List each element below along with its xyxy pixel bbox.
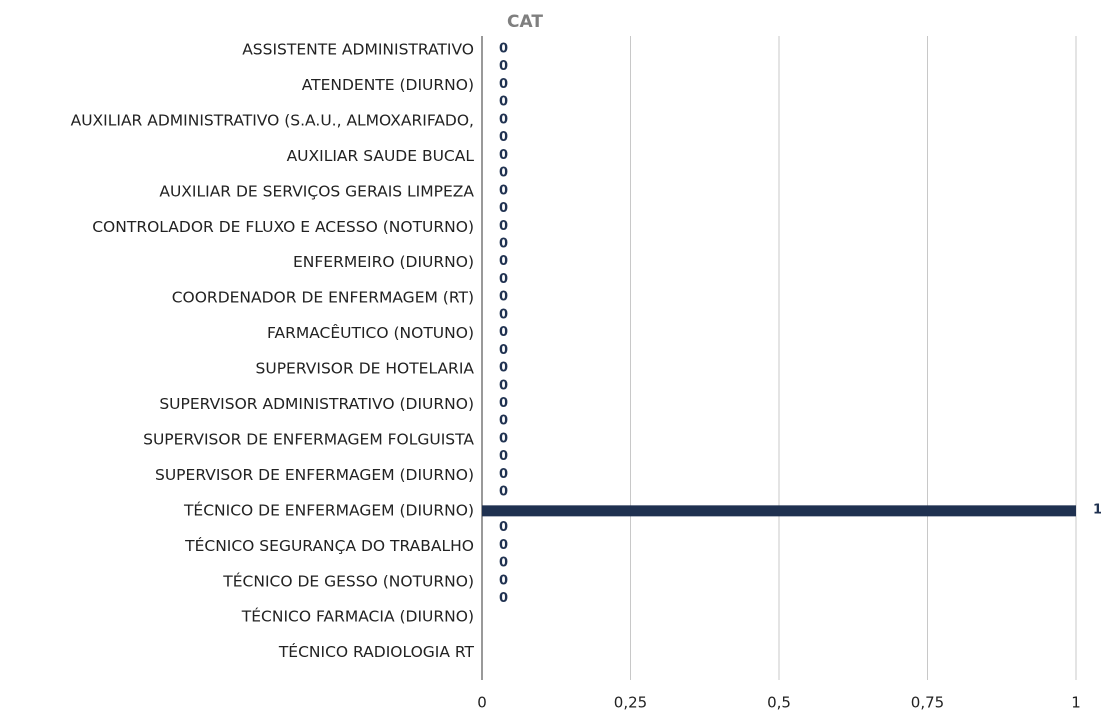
x-tick-label: 0,75	[911, 694, 944, 711]
y-tick-label: FARMACÊUTICO (NOTUNO)	[267, 323, 474, 342]
data-label: 0	[499, 378, 508, 393]
data-label: 0	[499, 272, 508, 287]
data-label: 0	[499, 449, 508, 464]
data-label: 0	[499, 325, 508, 340]
x-tick-label: 1	[1071, 694, 1081, 711]
y-tick-label: ENFERMEIRO (DIURNO)	[293, 253, 474, 271]
y-tick-label: SUPERVISOR DE ENFERMAGEM FOLGUISTA	[143, 430, 474, 448]
data-label: 0	[499, 201, 508, 216]
x-tick-label: 0	[477, 694, 487, 711]
data-label: 0	[499, 520, 508, 535]
data-label: 0	[499, 77, 508, 92]
y-tick-label: SUPERVISOR DE HOTELARIA	[256, 360, 475, 378]
y-tick-label: SUPERVISOR DE ENFERMAGEM (DIURNO)	[155, 466, 474, 484]
y-tick-label: TÉCNICO DE ENFERMAGEM (DIURNO)	[183, 500, 474, 519]
data-label: 0	[499, 414, 508, 429]
y-tick-label: ATENDENTE (DIURNO)	[302, 76, 474, 94]
data-label: 0	[499, 467, 508, 482]
data-label: 0	[499, 166, 508, 181]
data-label: 0	[499, 95, 508, 110]
y-tick-label: TÉCNICO RADIOLOGIA RT	[278, 642, 475, 661]
data-label: 0	[499, 59, 508, 74]
data-label: 0	[499, 591, 508, 606]
y-tick-label: ASSISTENTE ADMINISTRATIVO	[242, 41, 474, 59]
bar	[482, 505, 1076, 517]
data-label: 0	[499, 236, 508, 251]
y-tick-label: SUPERVISOR ADMINISTRATIVO (DIURNO)	[159, 395, 474, 413]
data-label: 0	[499, 343, 508, 358]
data-label: 0	[499, 396, 508, 411]
data-label: 0	[499, 148, 508, 163]
y-tick-label: CONTROLADOR DE FLUXO E ACESSO (NOTURNO)	[92, 218, 474, 236]
y-tick-label: TÉCNICO FARMACIA (DIURNO)	[241, 607, 474, 626]
data-label: 0	[499, 254, 508, 269]
y-tick-label: AUXILIAR SAUDE BUCAL	[287, 147, 475, 165]
data-label: 0	[499, 485, 508, 500]
data-label: 0	[499, 290, 508, 305]
x-tick-label: 0,25	[614, 694, 647, 711]
y-tick-label: TÉCNICO DE GESSO (NOTURNO)	[222, 571, 474, 590]
data-label: 0	[499, 556, 508, 571]
x-tick-label: 0,5	[767, 694, 791, 711]
data-label: 0	[499, 573, 508, 588]
y-tick-label: AUXILIAR DE SERVIÇOS GERAIS LIMPEZA	[159, 182, 474, 200]
chart-title: CAT	[507, 12, 543, 32]
data-label: 0	[499, 183, 508, 198]
data-label: 0	[499, 307, 508, 322]
data-label: 0	[499, 112, 508, 127]
data-label: 0	[499, 130, 508, 145]
data-label: 0	[499, 538, 508, 553]
data-label: 0	[499, 361, 508, 376]
y-tick-label: TÉCNICO SEGURANÇA DO TRABALHO	[184, 536, 474, 555]
data-label: 0	[499, 42, 508, 57]
data-label: 0	[499, 219, 508, 234]
data-label: 0	[499, 431, 508, 446]
y-tick-label: COORDENADOR DE ENFERMAGEM (RT)	[172, 289, 474, 307]
data-label: 1	[1093, 502, 1101, 517]
y-tick-label: AUXILIAR ADMINISTRATIVO (S.A.U., ALMOXAR…	[71, 111, 474, 129]
